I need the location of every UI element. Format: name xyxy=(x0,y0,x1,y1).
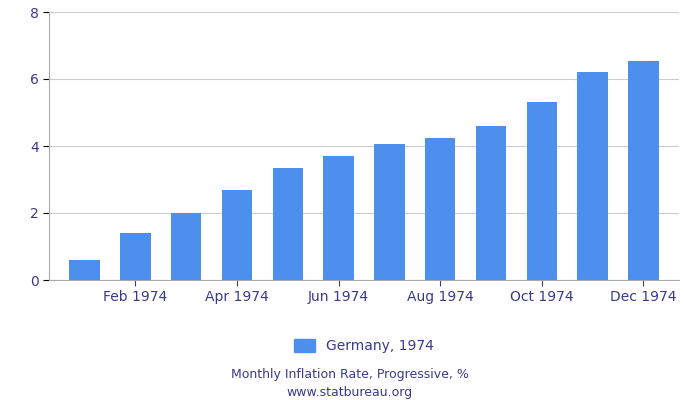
Text: www.statbureau.org: www.statbureau.org xyxy=(287,386,413,399)
Bar xyxy=(272,168,303,280)
Bar xyxy=(374,144,405,280)
Bar xyxy=(578,72,608,280)
Bar xyxy=(425,138,456,280)
Bar xyxy=(526,102,557,280)
Text: Monthly Inflation Rate, Progressive, %: Monthly Inflation Rate, Progressive, % xyxy=(231,368,469,381)
Bar xyxy=(69,260,100,280)
Bar xyxy=(171,213,202,280)
Bar xyxy=(323,156,354,280)
Legend: Germany, 1974: Germany, 1974 xyxy=(287,332,441,360)
Bar xyxy=(222,190,252,280)
Bar xyxy=(120,233,150,280)
Bar xyxy=(476,126,506,280)
Bar xyxy=(628,60,659,280)
